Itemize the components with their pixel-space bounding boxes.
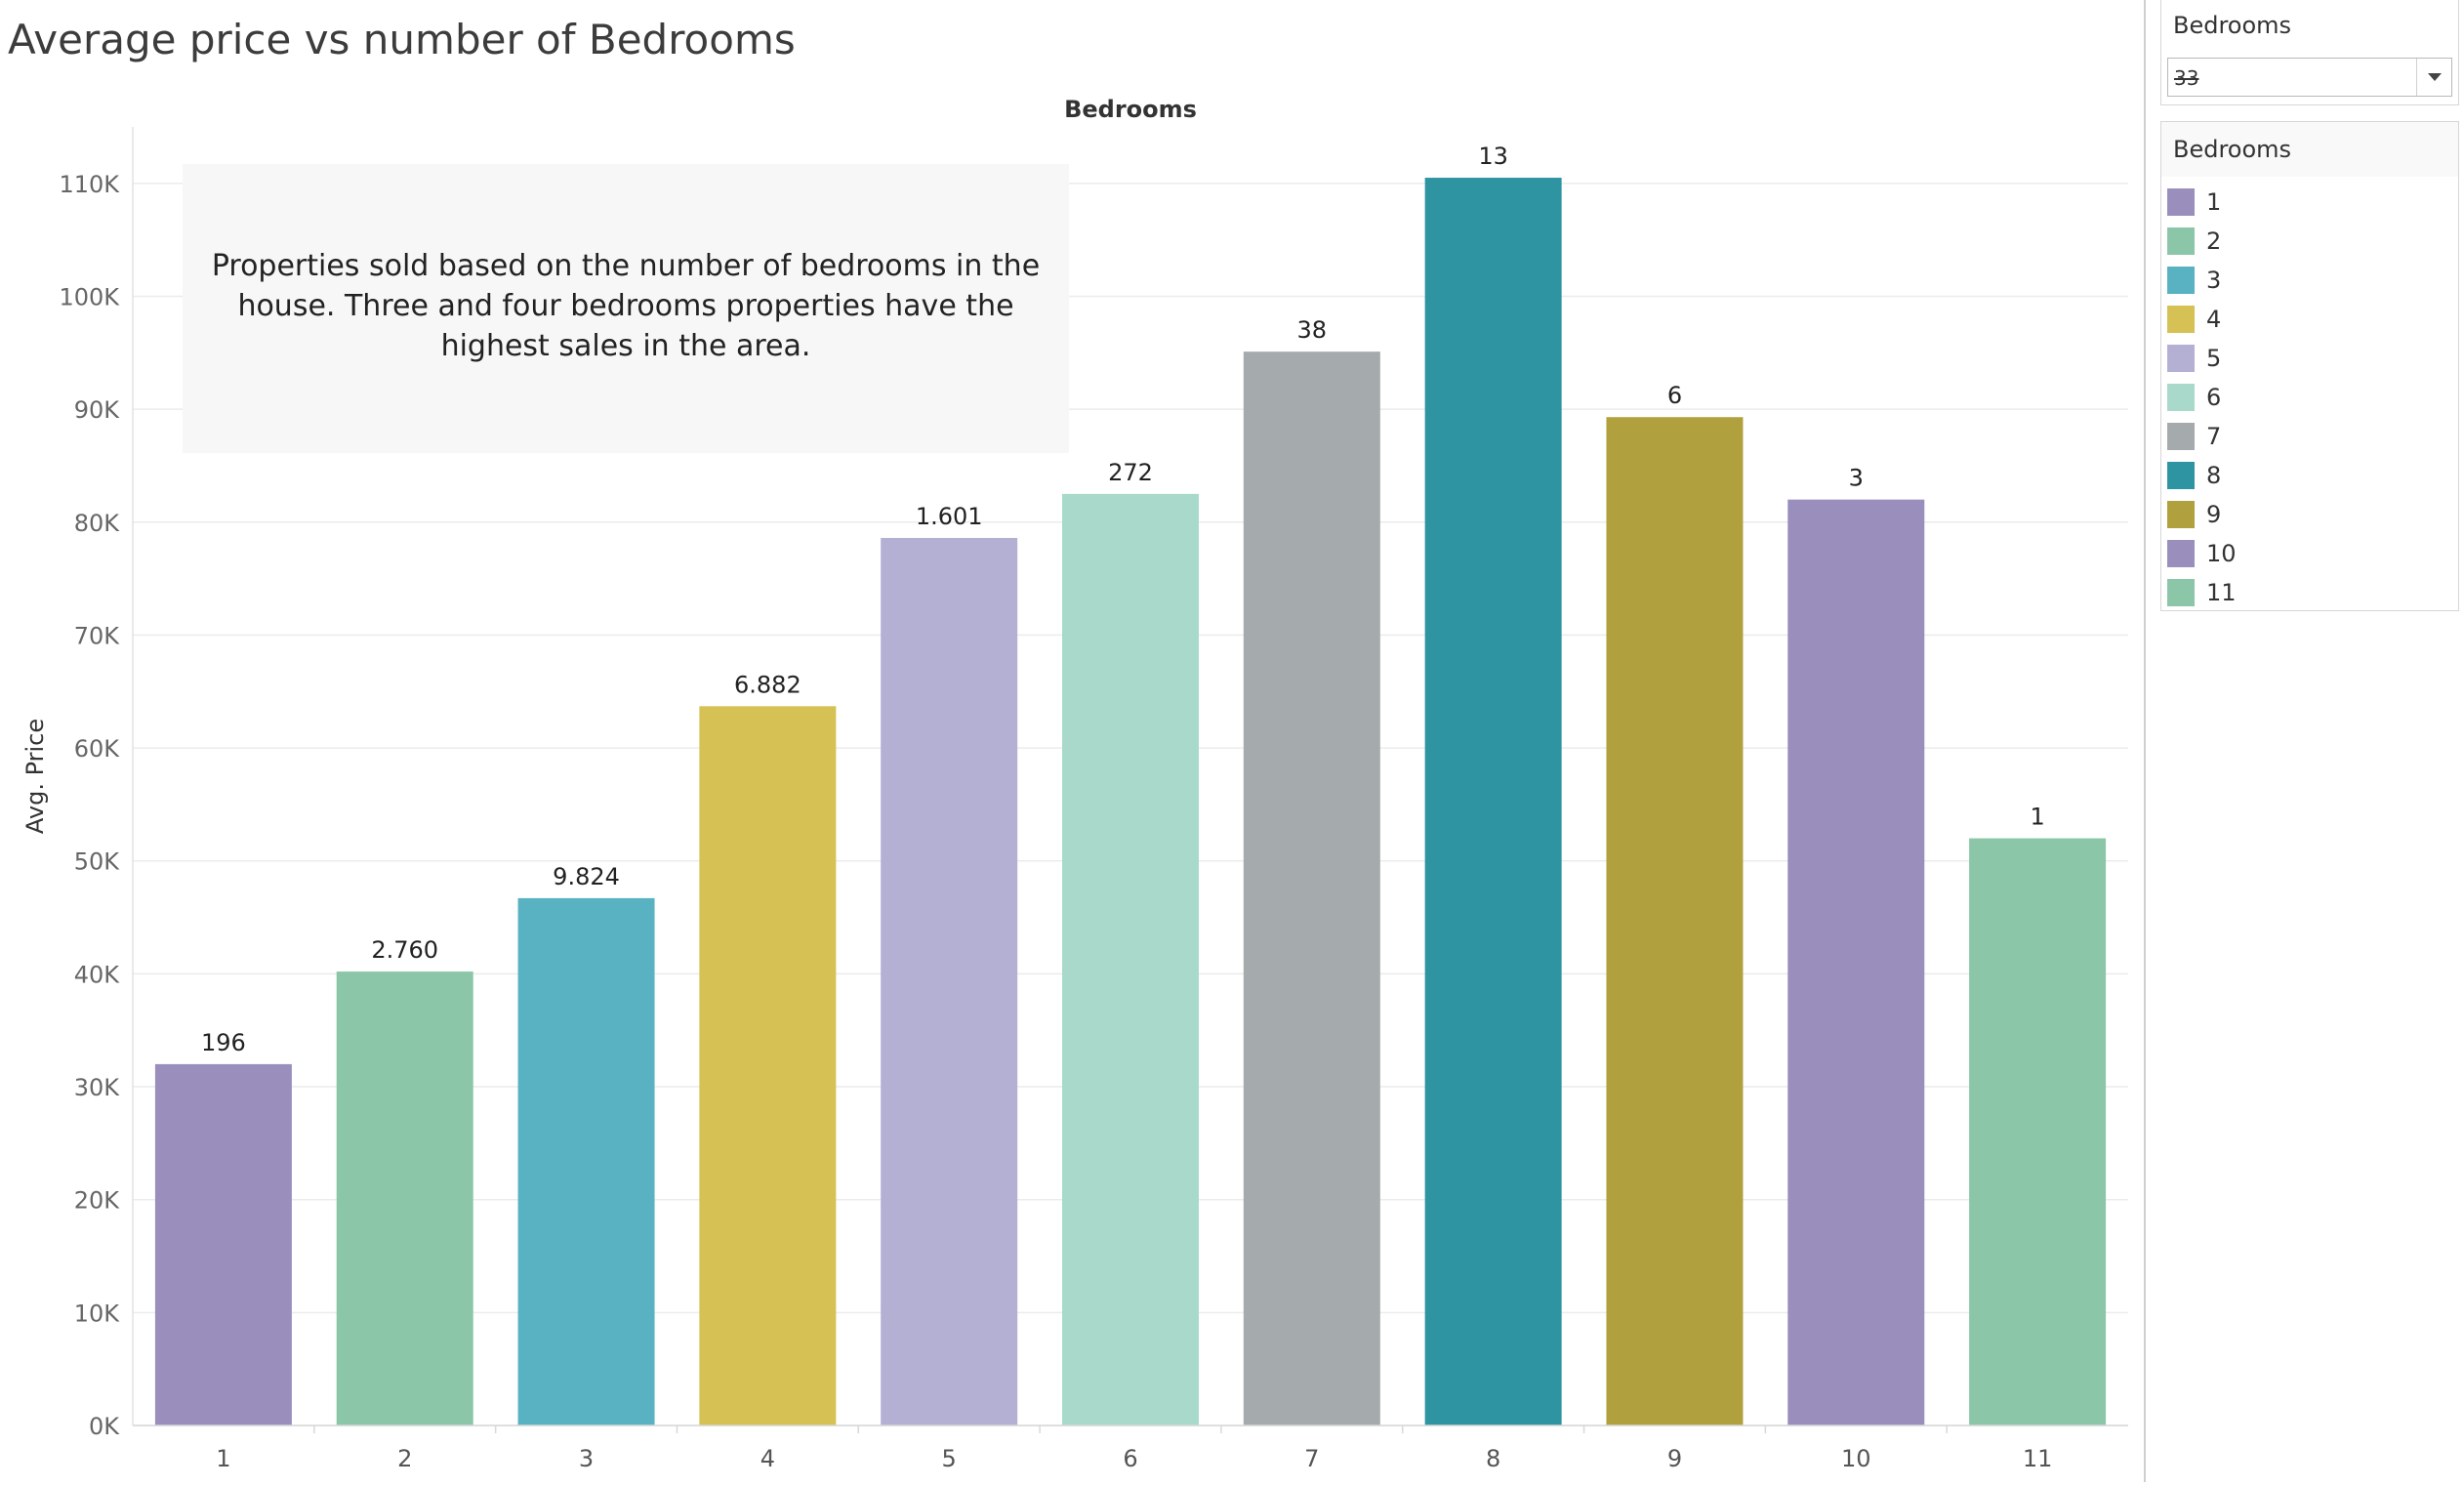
y-tick-label: 0K [89,1413,120,1440]
legend-label: 10 [2206,540,2237,567]
data-label: 6 [1667,382,1682,409]
y-tick-label: 20K [74,1187,121,1215]
legend-label: 5 [2206,345,2222,372]
legend-label: 6 [2206,384,2222,411]
legend-label: 4 [2206,306,2222,333]
data-label: 6.882 [734,671,801,698]
legend-title: Bedrooms [2173,136,2292,163]
bedrooms-legend: Bedrooms 1 2 3 4 5 6 7 8 9 10 11 [2160,121,2459,611]
bar-chart: Bedrooms 0K 10K 20K 30K 40K 50K 60K 70K 80K 90K 100… [21,96,2128,1472]
y-axis-label: Avg. Price [21,719,49,834]
data-label: 2.760 [371,936,438,964]
y-tick-label: 30K [74,1074,121,1101]
legend-header [2161,122,2458,177]
bar [881,537,1018,1425]
data-label: 13 [1478,143,1508,170]
legend-swatch [2167,188,2195,216]
data-label: 9.824 [553,863,620,890]
x-tick-label: 3 [579,1445,594,1472]
x-tick-label: 8 [1486,1445,1500,1472]
legend-item[interactable]: 9 [2167,495,2237,534]
y-tick-label: 80K [74,510,121,537]
bar [1243,351,1380,1425]
legend-item[interactable]: 3 [2167,261,2237,300]
data-label: 1.601 [916,503,983,530]
legend-item[interactable]: 2 [2167,222,2237,261]
bar [1062,493,1199,1425]
legend-swatch [2167,267,2195,294]
legend-label: 9 [2206,501,2222,528]
y-tick-label: 40K [74,961,121,988]
panel-divider [2144,0,2146,1482]
legend-list: 1 2 3 4 5 6 7 8 9 10 11 [2167,183,2237,612]
legend-swatch [2167,227,2195,255]
x-tick-label: 6 [1123,1445,1137,1472]
legend-label: 1 [2206,188,2222,216]
bar [154,1063,292,1425]
legend-label: 8 [2206,462,2222,489]
legend-swatch [2167,540,2195,567]
y-tick-label: 100K [59,283,120,310]
legend-item[interactable]: 6 [2167,378,2237,417]
bar [1424,178,1562,1426]
legend-swatch [2167,345,2195,372]
bar [1606,417,1744,1425]
legend-swatch [2167,384,2195,411]
bar [699,706,837,1425]
chart-annotation: Properties sold based on the number of b… [183,164,1069,453]
legend-item[interactable]: 1 [2167,183,2237,222]
legend-item[interactable]: 4 [2167,300,2237,339]
legend-swatch [2167,579,2195,606]
data-label: 38 [1297,316,1328,344]
bar [336,971,473,1425]
y-tick-label: 110K [59,171,120,198]
chevron-down-icon[interactable] [2416,59,2451,96]
bedrooms-filter-dropdown[interactable]: 33 [2167,58,2452,97]
data-label: 196 [201,1029,246,1056]
data-label: 272 [1108,459,1153,486]
y-tick-label: 90K [74,396,121,424]
bar-chart-svg: Bedrooms 0K 10K 20K 30K 40K 50K 60K 70K 80K 90K 100… [21,96,2128,1472]
legend-swatch [2167,306,2195,333]
x-tick-label: 10 [1841,1445,1871,1472]
legend-item[interactable]: 11 [2167,573,2237,612]
filter-title: Bedrooms [2173,12,2292,39]
bar [1969,838,2107,1425]
column-header: Bedrooms [1064,96,1197,123]
legend-item[interactable]: 5 [2167,339,2237,378]
data-label: 1 [2030,804,2044,831]
legend-label: 7 [2206,423,2222,450]
x-tick-label: 4 [760,1445,775,1472]
y-tick-label: 50K [74,848,121,876]
legend-swatch [2167,462,2195,489]
bar [1787,499,1925,1425]
legend-item[interactable]: 10 [2167,534,2237,573]
legend-swatch [2167,423,2195,450]
legend-label: 3 [2206,267,2222,294]
x-tick-label: 2 [397,1445,412,1472]
legend-item[interactable]: 7 [2167,417,2237,456]
legend-label: 2 [2206,227,2222,255]
x-tick-label: 1 [216,1445,230,1472]
x-tick-label: 9 [1667,1445,1682,1472]
x-tick-label: 5 [942,1445,957,1472]
legend-item[interactable]: 8 [2167,456,2237,495]
legend-label: 11 [2206,579,2237,606]
x-tick-label: 11 [2023,1445,2053,1472]
y-tick-label: 70K [74,622,121,649]
y-tick-label: 60K [74,735,121,763]
bedrooms-filter: Bedrooms 33 [2160,0,2459,105]
filter-selected-value: 33 [2174,66,2199,90]
bar [517,897,655,1425]
legend-swatch [2167,501,2195,528]
y-tick-label: 10K [74,1300,121,1327]
x-tick-label: 7 [1304,1445,1319,1472]
page-title: Average price vs number of Bedrooms [8,16,796,63]
data-label: 3 [1849,465,1864,492]
